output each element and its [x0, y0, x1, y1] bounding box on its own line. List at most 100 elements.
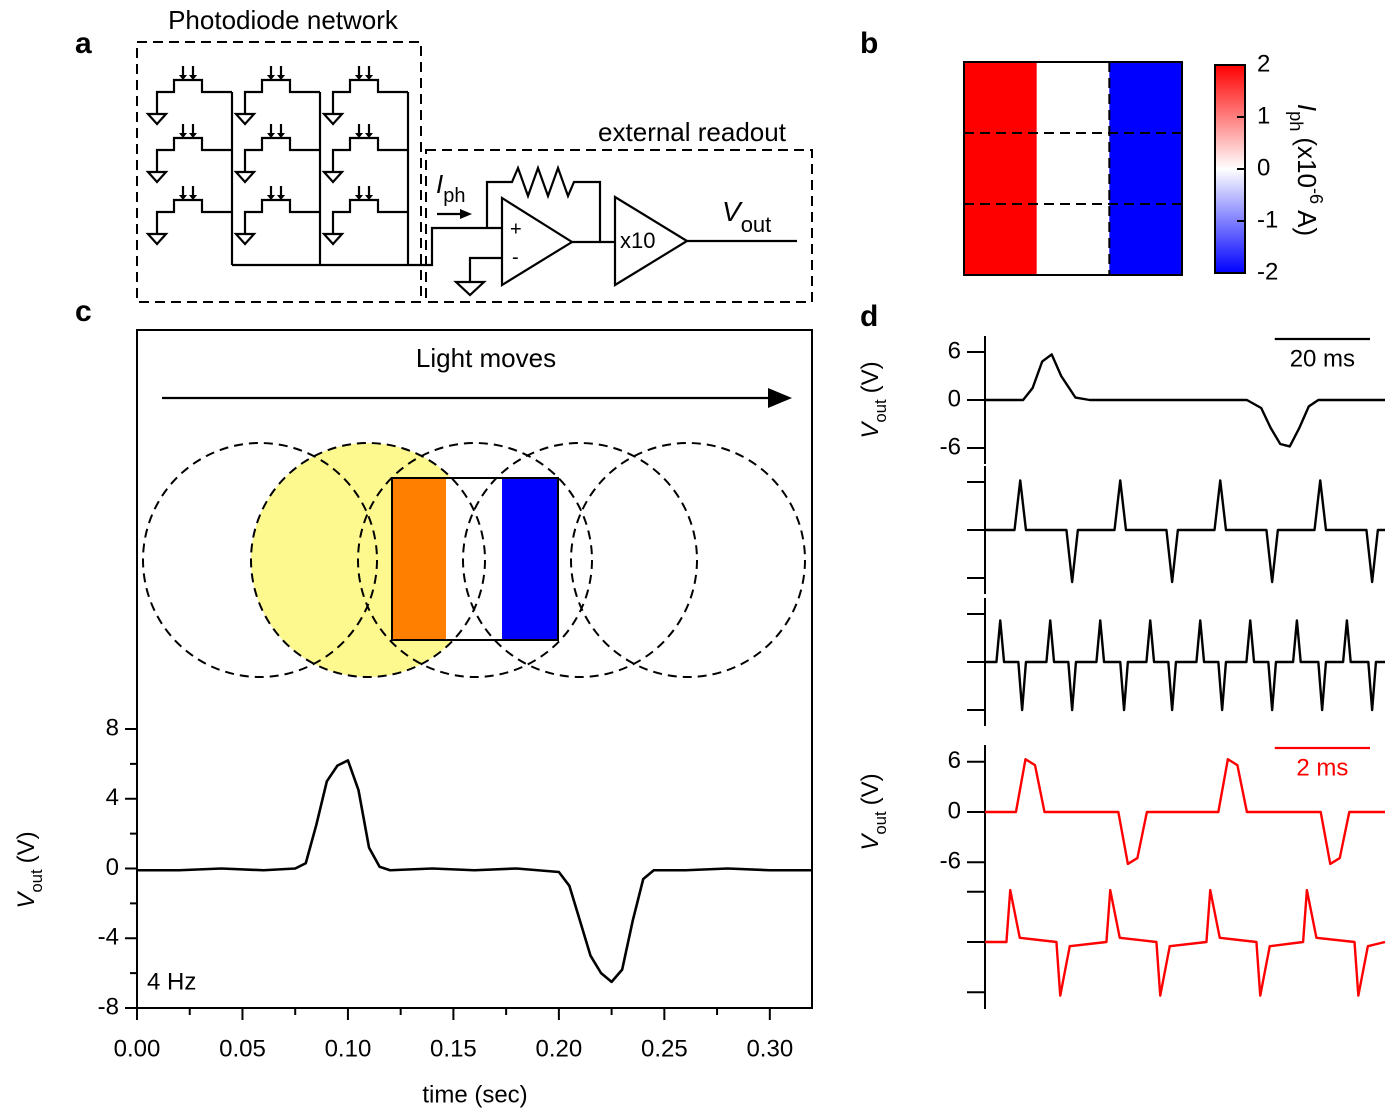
device-outline: [391, 477, 559, 641]
photodiode: [146, 184, 234, 246]
op-amp: [500, 196, 575, 287]
scale-bar-label: 20 ms: [1290, 345, 1355, 372]
x-tick-label: 0.20: [536, 1035, 583, 1062]
x-tick-label: 0.10: [325, 1035, 372, 1062]
annotation: Light moves: [416, 343, 556, 373]
trace: [985, 619, 1385, 712]
current-label: Iph: [436, 169, 465, 207]
readout-box: [425, 149, 813, 303]
y-axis-title-part: (V): [13, 831, 40, 863]
x-axis-title: time (sec): [422, 1081, 527, 1108]
light-position: [357, 442, 593, 678]
colorbar-tick-label: -2: [1257, 258, 1278, 285]
panel-label: d: [860, 300, 878, 333]
photodiode: [234, 184, 322, 246]
trace: [985, 888, 1386, 997]
arrow-head: [460, 209, 472, 219]
white-region: [446, 478, 502, 640]
photodiode: [322, 122, 410, 184]
y-tick-label: 0: [106, 854, 119, 881]
trace: [985, 758, 1385, 866]
panel-label: c: [75, 295, 92, 328]
heatmap-frame: [963, 61, 1183, 276]
colorbar-title: Iph (x10-6 A): [1286, 104, 1326, 236]
y-axis-title-part: V: [13, 891, 40, 909]
minus-sign: -: [512, 246, 519, 268]
y-axis-title-part: (V): [857, 361, 884, 393]
colorbar-title-part: (x10: [1292, 137, 1322, 188]
light-positions: [142, 442, 806, 678]
heatmap-cell: [964, 204, 1038, 276]
y-tick-label: 6: [948, 747, 961, 774]
x-tick-label: 0.30: [746, 1035, 793, 1062]
heatmap-cell: [1109, 133, 1183, 205]
output-subscript: out: [741, 212, 772, 237]
y-axis-title: Vout (V): [857, 361, 890, 438]
x-tick-label: 0.00: [114, 1035, 161, 1062]
y-axis-title-part: V: [857, 421, 884, 439]
y-axis-title-part: V: [857, 833, 884, 851]
heatmap-cell: [964, 133, 1038, 205]
plot-frame: [136, 329, 813, 1009]
colorbar-tick-label: -1: [1257, 206, 1278, 233]
colorbar-title-part: I: [1292, 104, 1322, 111]
panel-label: b: [860, 27, 878, 60]
heatmap-cell: [1036, 133, 1110, 205]
blue-region: [502, 478, 558, 640]
light-position: [142, 442, 378, 678]
y-axis-title-part: out: [871, 811, 890, 835]
scale-bar-label: 2 ms: [1296, 754, 1348, 781]
heatmap-cell: [1036, 204, 1110, 276]
photodiode: [234, 64, 322, 126]
y-tick-label: 4: [106, 784, 119, 811]
y-tick-label: -4: [98, 924, 119, 951]
colorbar-tick-label: 1: [1257, 102, 1270, 129]
y-axis-title: Vout (V): [857, 773, 890, 850]
colorbar-title-part: -6: [1306, 188, 1326, 204]
photodiode: [234, 122, 322, 184]
output-label: Vout: [722, 196, 771, 237]
colorbar-title-part: ph: [1286, 111, 1306, 131]
output-symbol: V: [722, 196, 743, 227]
trace: [985, 353, 1385, 448]
y-tick-label: -6: [940, 848, 961, 875]
light-position: [570, 442, 806, 678]
colorbar-title-part: A): [1292, 210, 1322, 236]
light-position: [462, 442, 698, 678]
heatmap-cell: [1036, 62, 1110, 134]
y-tick-label: -6: [940, 433, 961, 460]
y-axis-title-part: (V): [857, 773, 884, 805]
light-position: [250, 442, 486, 678]
current-symbol: I: [436, 169, 443, 199]
photodiode: [322, 64, 410, 126]
y-tick-label: 0: [948, 797, 961, 824]
y-tick-label: 8: [106, 714, 119, 741]
x-tick-label: 0.15: [430, 1035, 477, 1062]
x-tick-label: 0.25: [641, 1035, 688, 1062]
photodiode: [146, 122, 234, 184]
current-subscript: ph: [443, 185, 465, 207]
ground-wire: [453, 256, 502, 297]
y-tick-label: 0: [948, 385, 961, 412]
y-axis-title: Vout (V): [13, 831, 46, 908]
trace: [985, 479, 1385, 584]
trace: [137, 759, 812, 984]
y-axis-title-part: out: [871, 399, 890, 423]
arrow-head: [768, 388, 792, 408]
panel-label: a: [75, 27, 92, 60]
y-axis-title-part: out: [27, 869, 46, 893]
y-tick-label: 6: [948, 337, 961, 364]
gain-label: x10: [620, 228, 655, 253]
heatmap-cell: [1109, 204, 1183, 276]
heatmap-cell: [1109, 62, 1183, 134]
heatmap-cell: [964, 62, 1038, 134]
amplifier: [613, 195, 690, 287]
feedback-resistor: [485, 164, 602, 242]
colorbar-tick-label: 2: [1257, 50, 1270, 77]
plus-sign: +: [510, 218, 522, 240]
note: 4 Hz: [147, 968, 196, 995]
photodiode: [322, 184, 410, 246]
y-tick-label: -8: [98, 993, 119, 1020]
bus-wire: [230, 92, 502, 267]
